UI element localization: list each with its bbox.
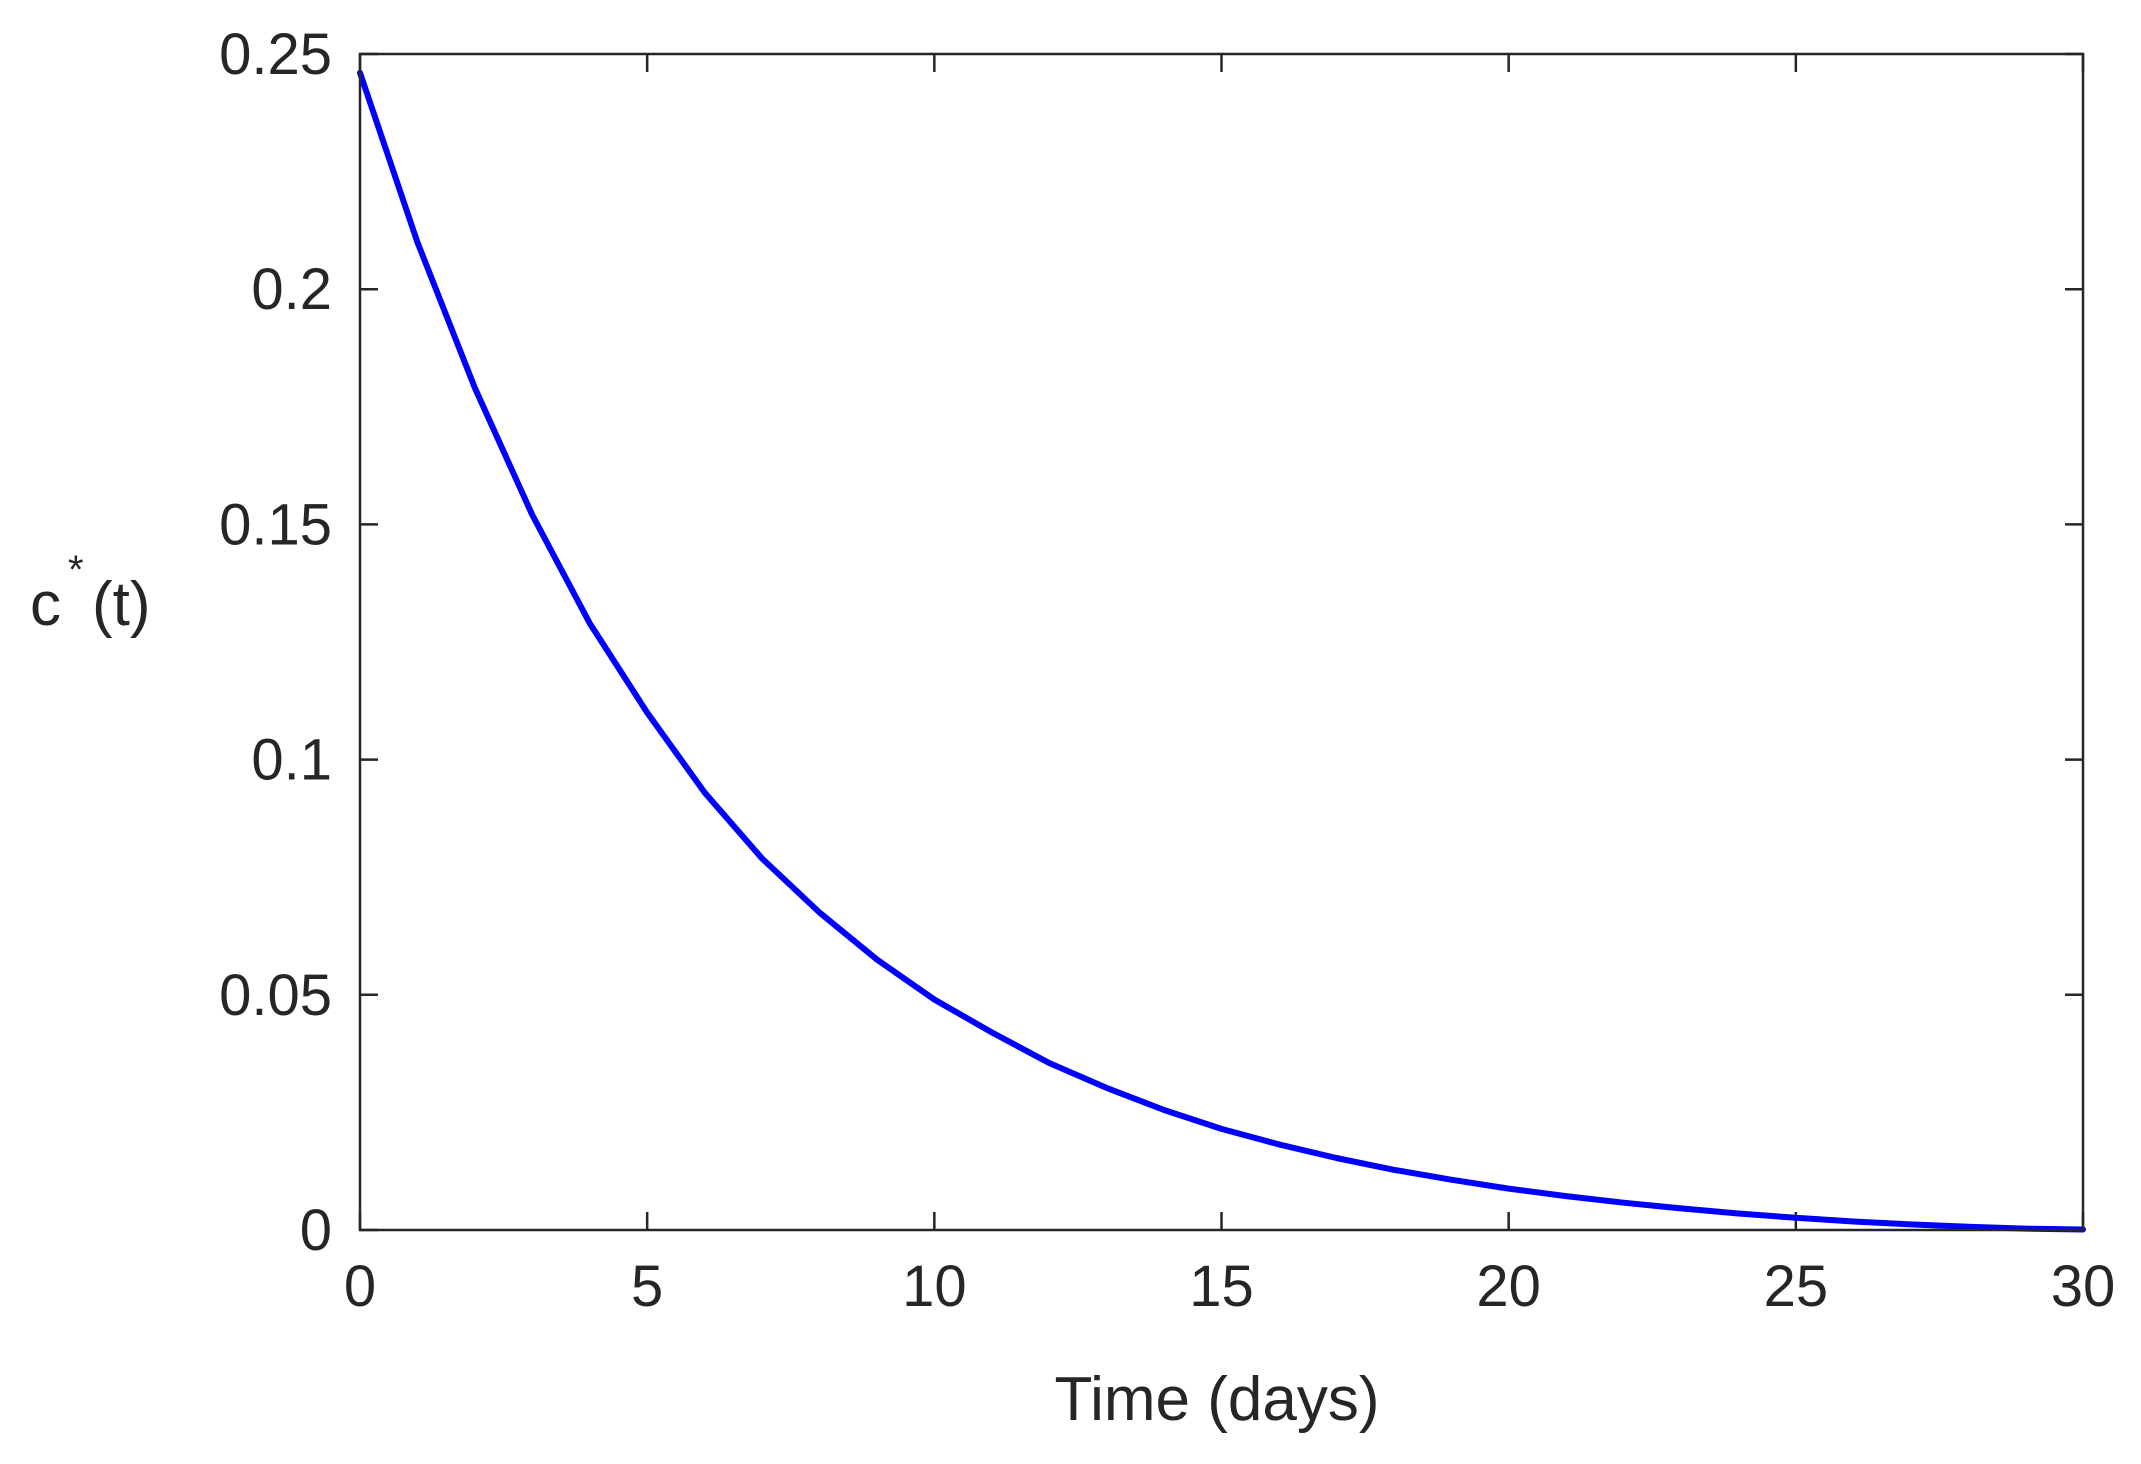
- y-tick-label: 0.25: [219, 22, 332, 87]
- x-tick-label: 0: [344, 1254, 376, 1319]
- y-axis-label-superscript: *: [68, 548, 84, 592]
- y-tick-label: 0.2: [251, 257, 332, 322]
- x-tick-label: 30: [2051, 1254, 2116, 1319]
- x-tick-label: 20: [1476, 1254, 1541, 1319]
- tick-labels-layer: 0 5 10 15 20 25 30 0 0.05 0.1 0.15 0.2 0.25: [219, 22, 2115, 1319]
- y-tick-label: 0.1: [251, 728, 332, 793]
- y-tick-label: 0.05: [219, 963, 332, 1028]
- y-axis-label-suffix: (t): [92, 570, 151, 639]
- x-tick-label: 25: [1764, 1254, 1829, 1319]
- series-line: [357, 69, 2086, 1233]
- y-axis-label: c * (t): [30, 548, 151, 639]
- y-tick-label: 0.15: [219, 492, 332, 557]
- y-tick-label: 0: [300, 1198, 332, 1263]
- x-axis-label: Time (days): [1055, 1365, 1380, 1434]
- x-tick-label: 15: [1189, 1254, 1254, 1319]
- x-tick-label: 10: [902, 1254, 967, 1319]
- y-axis-label-base: c: [30, 570, 61, 639]
- series-layer: [357, 69, 2086, 1233]
- plot-frame: [358, 52, 2085, 1232]
- x-tick-label: 5: [631, 1254, 663, 1319]
